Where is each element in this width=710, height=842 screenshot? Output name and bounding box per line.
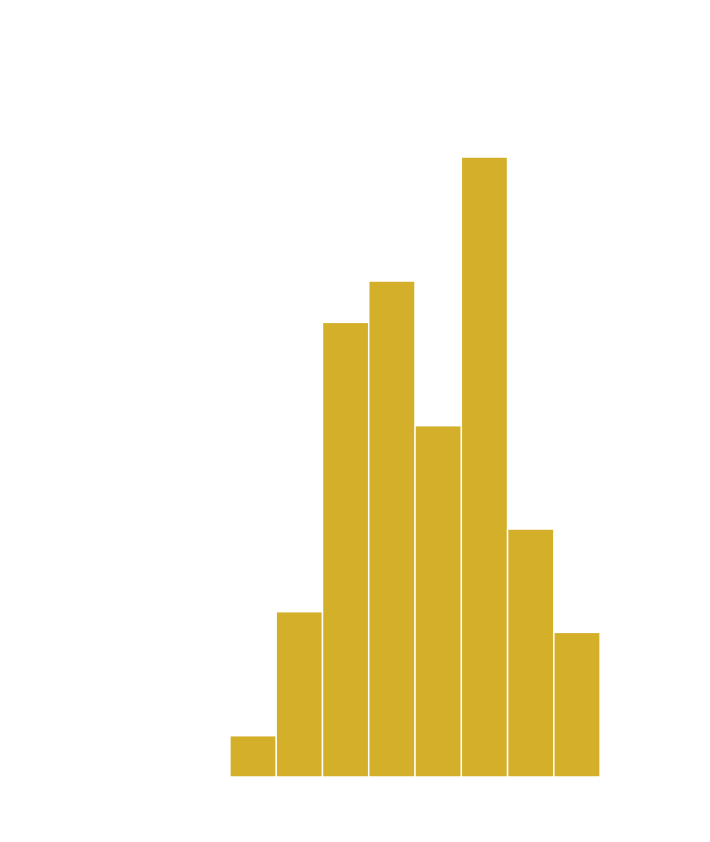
bar [460,156,509,778]
bar [414,424,463,778]
bar [229,734,277,778]
bar [367,280,416,778]
bar [553,631,601,778]
bar [321,321,370,778]
bar [275,610,324,778]
bar [506,528,555,778]
